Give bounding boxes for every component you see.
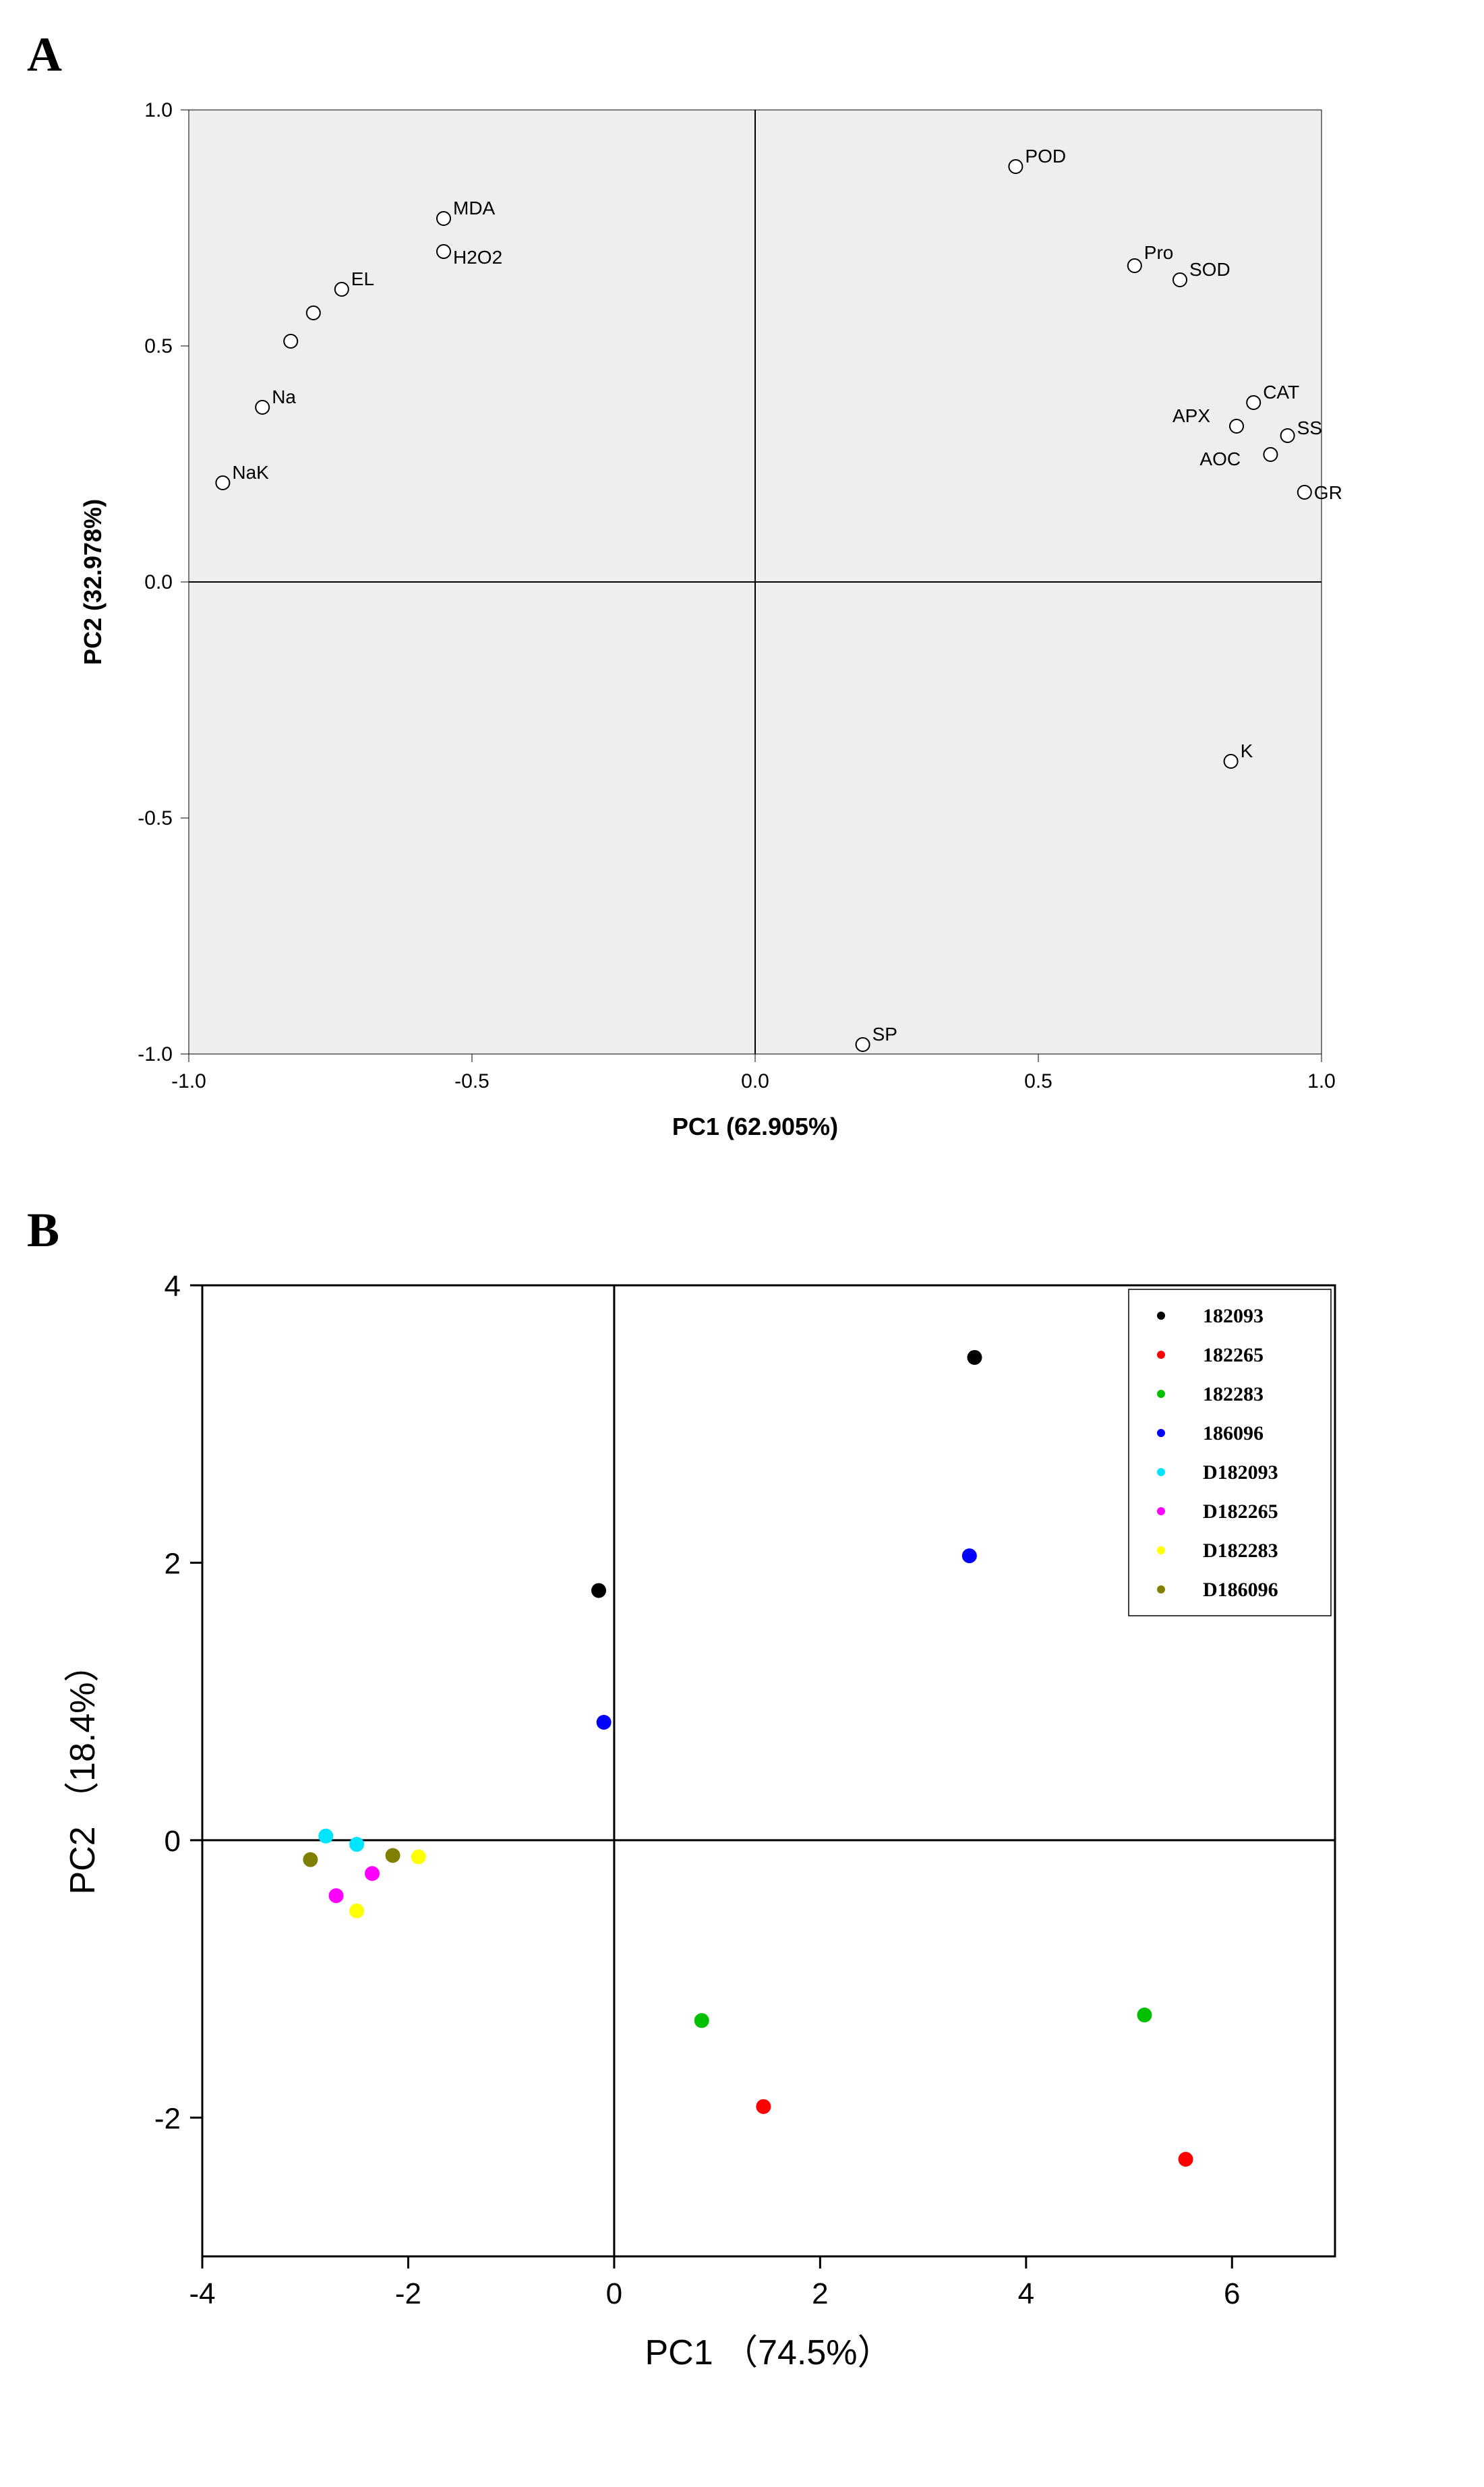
svg-text:D186096: D186096 [1203, 1579, 1278, 1601]
svg-text:GR: GR [1314, 482, 1342, 503]
svg-text:1.0: 1.0 [144, 99, 173, 121]
svg-text:SP: SP [872, 1024, 897, 1045]
svg-text:-1.0: -1.0 [138, 1043, 173, 1065]
svg-text:Na: Na [272, 386, 296, 407]
svg-text:0.0: 0.0 [741, 1070, 769, 1092]
svg-text:NaK: NaK [232, 462, 269, 483]
svg-text:4: 4 [165, 1270, 181, 1303]
svg-text:PC1 （74.5%）: PC1 （74.5%） [645, 2333, 892, 2372]
panel-a-label: A [27, 27, 1457, 83]
svg-text:D182265: D182265 [1203, 1500, 1278, 1523]
svg-text:186096: 186096 [1203, 1422, 1264, 1444]
svg-text:MDA: MDA [453, 198, 496, 218]
svg-text:PC2 (32.978%): PC2 (32.978%) [79, 499, 107, 665]
svg-text:K: K [1241, 740, 1253, 761]
svg-text:0: 0 [606, 2277, 622, 2310]
svg-text:EL: EL [351, 268, 374, 289]
svg-text:CAT: CAT [1263, 382, 1299, 403]
svg-text:182283: 182283 [1203, 1383, 1264, 1405]
svg-text:0.0: 0.0 [144, 571, 173, 593]
svg-text:D182093: D182093 [1203, 1461, 1278, 1484]
svg-text:-1.0: -1.0 [171, 1070, 206, 1092]
svg-text:-2: -2 [395, 2277, 421, 2310]
svg-text:0: 0 [165, 1825, 181, 1858]
svg-text:2: 2 [812, 2277, 828, 2310]
svg-text:-2: -2 [154, 2102, 181, 2135]
svg-text:SS: SS [1297, 417, 1322, 438]
svg-text:PC2 （18.4%）: PC2 （18.4%） [63, 1647, 102, 1894]
svg-text:0.5: 0.5 [1024, 1070, 1052, 1092]
svg-text:-0.5: -0.5 [454, 1070, 489, 1092]
panel-b-chart: -4 -2 0 2 4 6 -2 0 2 4 PC1 （74.5%） PC2 （18.4%） 18209… [27, 1258, 1457, 2391]
panel-a-chart: -1.0 -0.5 0.0 0.5 1.0 -1.0 -0.5 0.0 0.5 1.0 PC1 (6… [27, 83, 1457, 1162]
svg-text:182265: 182265 [1203, 1344, 1264, 1366]
svg-text:2: 2 [165, 1547, 181, 1580]
panel-b-label: B [27, 1202, 1457, 1258]
svg-text:6: 6 [1224, 2277, 1240, 2310]
svg-text:0.5: 0.5 [144, 335, 173, 357]
svg-text:D182283: D182283 [1203, 1540, 1278, 1562]
svg-text:182093: 182093 [1203, 1305, 1264, 1327]
svg-text:PC1 (62.905%): PC1 (62.905%) [672, 1113, 838, 1140]
svg-text:-4: -4 [189, 2277, 215, 2310]
svg-text:SOD: SOD [1189, 259, 1230, 280]
svg-text:Pro: Pro [1144, 242, 1174, 263]
svg-text:POD: POD [1025, 146, 1066, 167]
svg-text:4: 4 [1018, 2277, 1034, 2310]
svg-text:-0.5: -0.5 [138, 807, 173, 829]
svg-text:APX: APX [1173, 405, 1210, 426]
svg-text:1.0: 1.0 [1307, 1070, 1336, 1092]
svg-text:H2O2: H2O2 [453, 247, 502, 268]
svg-text:AOC: AOC [1199, 448, 1241, 469]
